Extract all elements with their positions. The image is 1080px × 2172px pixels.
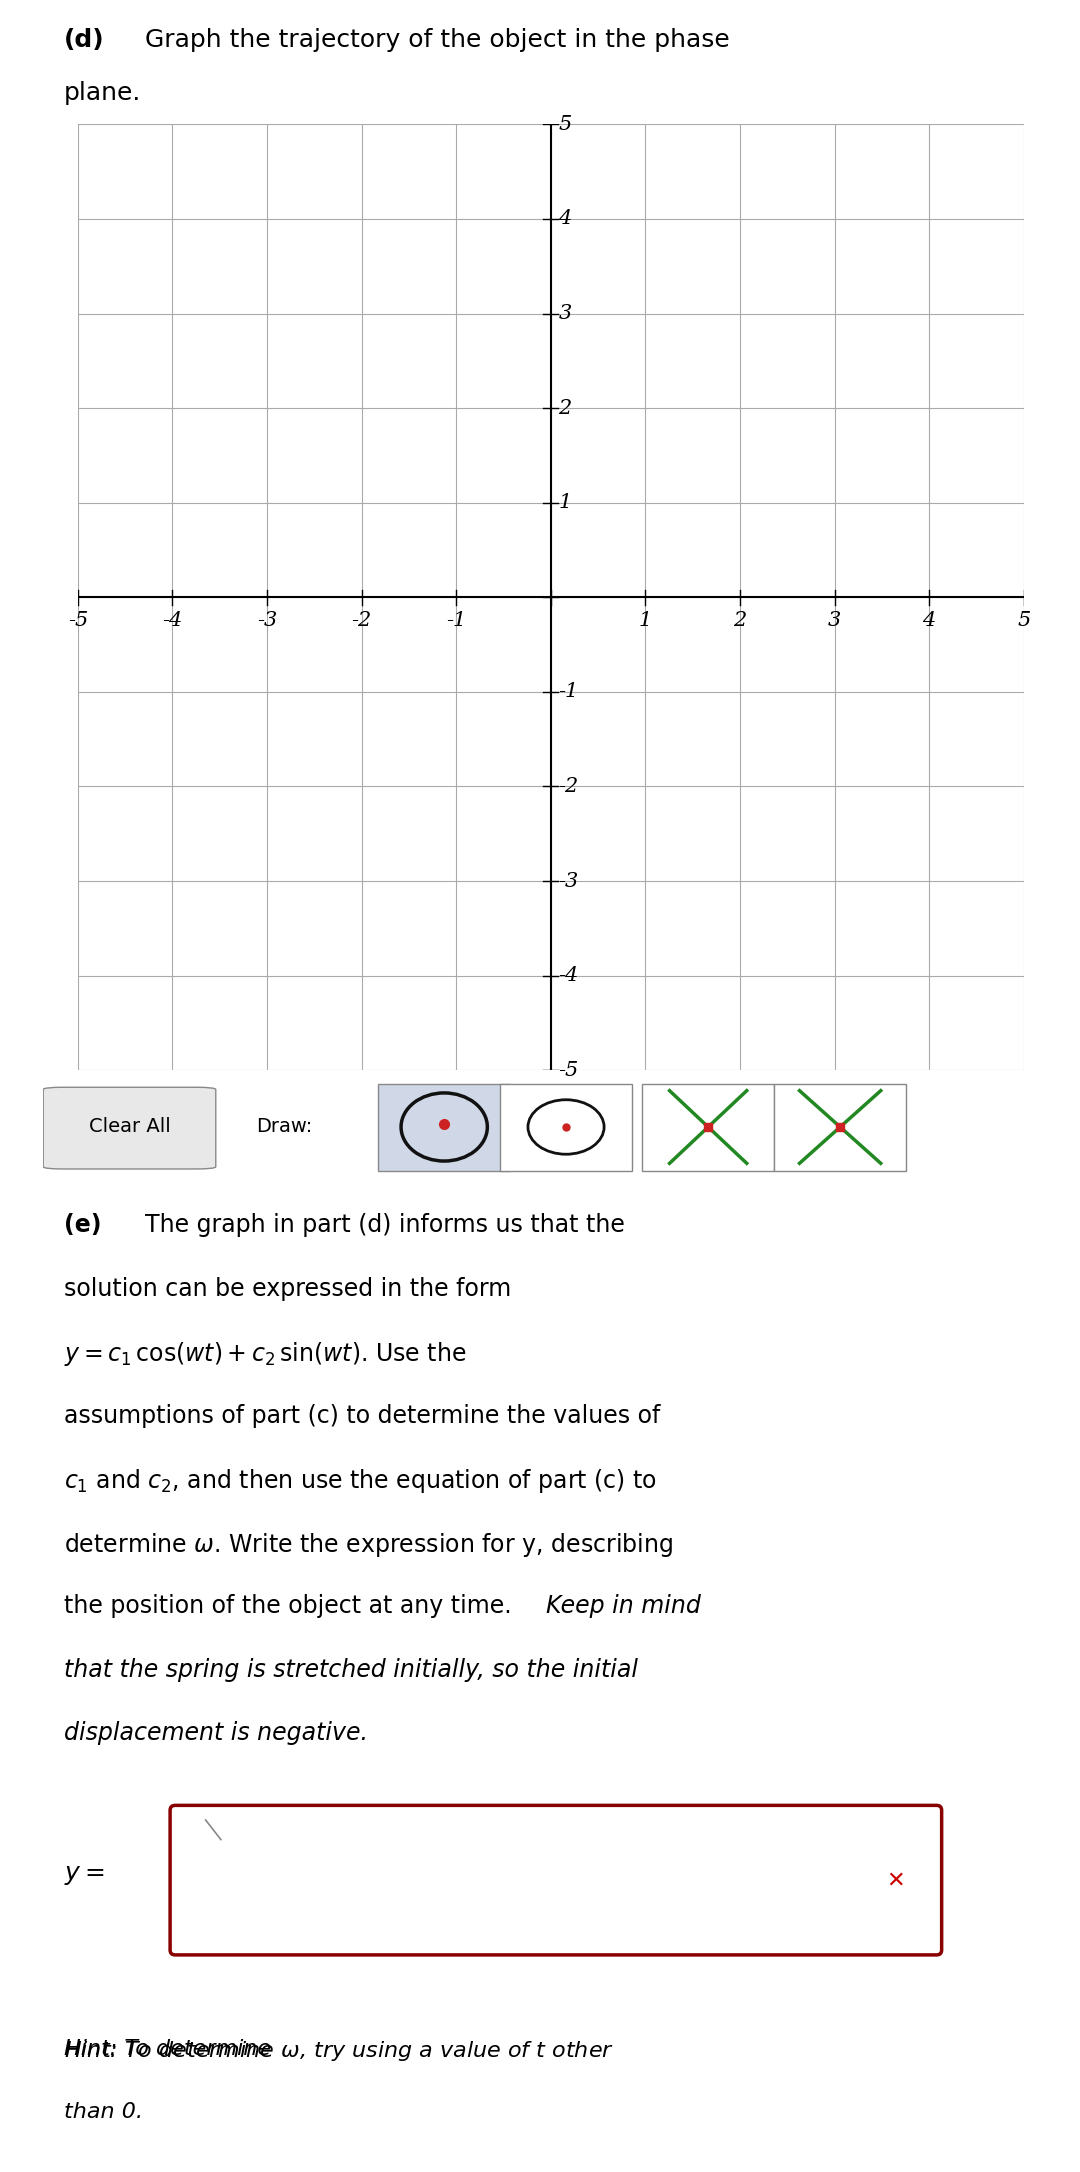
FancyBboxPatch shape [43,1088,216,1169]
Text: $y = c_1\,\cos(wt) + c_2\,\sin(wt)$. Use the: $y = c_1\,\cos(wt) + c_2\,\sin(wt)$. Use… [64,1340,465,1368]
Text: 2: 2 [558,400,571,417]
Text: (e): (e) [64,1212,102,1238]
Text: Keep in mind: Keep in mind [545,1594,701,1618]
Text: The graph in part (d) informs us that the: The graph in part (d) informs us that th… [145,1212,624,1238]
Text: 3: 3 [558,304,571,324]
FancyBboxPatch shape [643,1084,774,1171]
Text: the position of the object at any time.: the position of the object at any time. [64,1594,518,1618]
Text: -1: -1 [558,682,579,702]
Text: -2: -2 [558,778,579,795]
Text: 4: 4 [922,613,935,630]
Text: 3: 3 [828,613,841,630]
Text: solution can be expressed in the form: solution can be expressed in the form [64,1277,511,1301]
Text: plane.: plane. [64,80,140,104]
Text: (d): (d) [64,28,104,52]
Text: -5: -5 [558,1060,579,1079]
Text: $y =$: $y =$ [64,1864,104,1887]
Text: Hint: To determine: Hint: To determine [64,2040,278,2059]
Text: -3: -3 [558,871,579,891]
Text: -4: -4 [162,613,183,630]
FancyBboxPatch shape [378,1084,510,1171]
Text: 2: 2 [733,613,746,630]
Text: -1: -1 [446,613,467,630]
Text: Clear All: Clear All [89,1116,171,1136]
Text: Graph the trajectory of the object in the phase: Graph the trajectory of the object in th… [145,28,729,52]
Text: assumptions of part (c) to determine the values of: assumptions of part (c) to determine the… [64,1403,660,1427]
Text: -4: -4 [558,967,579,986]
FancyBboxPatch shape [500,1084,632,1171]
Text: determine $\omega$. Write the expression for y, describing: determine $\omega$. Write the expression… [64,1531,673,1559]
Text: 4: 4 [558,209,571,228]
Text: 5: 5 [1017,613,1030,630]
Text: 5: 5 [558,115,571,135]
Text: Hint: To determine $\omega$, try using a value of $t$ other: Hint: To determine $\omega$, try using a… [64,2040,613,2063]
FancyBboxPatch shape [774,1084,906,1171]
Text: Draw:: Draw: [256,1116,312,1136]
Text: -5: -5 [68,613,87,630]
Text: $c_1$ and $c_2$, and then use the equation of part (c) to: $c_1$ and $c_2$, and then use the equati… [64,1466,657,1494]
Text: that the spring is stretched initially, so the initial: that the spring is stretched initially, … [64,1657,637,1681]
Text: ✕: ✕ [887,1870,905,1890]
Text: than 0.: than 0. [64,2102,143,2122]
Text: displacement is negative.: displacement is negative. [64,1720,367,1746]
FancyBboxPatch shape [171,1805,942,1955]
Text: -3: -3 [257,613,278,630]
Text: 1: 1 [558,493,571,513]
Text: -2: -2 [351,613,372,630]
Text: 1: 1 [638,613,652,630]
